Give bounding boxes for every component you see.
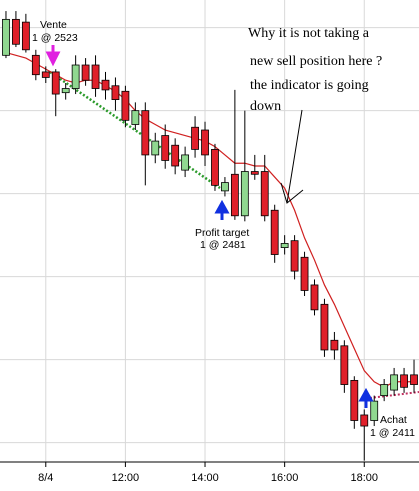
x-tick-label: 16:00 — [271, 472, 299, 484]
buy-arrow — [358, 387, 374, 408]
candle-body — [71, 64, 80, 89]
candle-body — [91, 64, 100, 89]
candle-body — [250, 171, 259, 175]
note-arrow — [280, 109, 304, 204]
candle-body — [151, 140, 160, 156]
target-arrow — [214, 199, 230, 220]
sell-arrow — [45, 45, 61, 67]
candle-body — [171, 144, 180, 167]
x-tick-label: 18:00 — [350, 472, 378, 484]
candle-body — [280, 243, 289, 248]
annotation-detail: 1 @ 2411 — [370, 427, 415, 439]
candle-body — [230, 173, 239, 217]
candle-body — [41, 71, 50, 78]
candle-body — [270, 209, 279, 255]
candle-body — [111, 85, 120, 100]
note-line: Why it is not taking a — [248, 26, 370, 41]
candle-body — [12, 18, 20, 45]
candle-body — [340, 345, 349, 385]
candle-body — [101, 79, 110, 91]
candle-body — [320, 303, 329, 351]
candle-body — [260, 171, 269, 217]
candle-body — [370, 400, 379, 421]
candle-body — [330, 339, 339, 351]
annotation-arrows — [45, 45, 374, 408]
candle-body — [290, 240, 299, 272]
candle-body — [161, 135, 170, 161]
candle-body — [51, 71, 60, 95]
x-tick-label: 12:00 — [112, 472, 140, 484]
candle-body — [360, 414, 369, 427]
candle-body — [211, 148, 219, 186]
candle-body — [61, 88, 70, 94]
annotation-detail: 1 @ 2481 — [200, 239, 246, 251]
note-line: down — [250, 99, 281, 114]
candle-body — [31, 54, 40, 76]
candle-body — [400, 374, 408, 388]
candle-body — [141, 110, 150, 156]
x-tick-label: 8/4 — [38, 472, 53, 484]
candle-body — [240, 171, 249, 217]
candle-body — [300, 256, 309, 291]
annotation-label: Achat — [380, 414, 407, 426]
note-line: the indicator is going — [250, 78, 369, 93]
candle-body — [21, 21, 30, 51]
candle-body — [390, 374, 399, 391]
candle-body — [380, 384, 389, 397]
candle-body — [2, 18, 10, 56]
candle-body — [181, 154, 190, 171]
candle-body — [201, 129, 209, 156]
candle-body — [350, 379, 359, 421]
candle-body — [81, 64, 90, 81]
annotation-label: Vente — [40, 19, 67, 31]
x-tick-label: 14:00 — [191, 472, 219, 484]
candle-body — [121, 90, 130, 121]
annotation-label: Profit target — [195, 227, 249, 239]
candle-body — [131, 110, 140, 125]
candle-body — [221, 182, 229, 192]
candle-body — [191, 126, 199, 150]
note-line: new sell position here ? — [250, 54, 382, 69]
annotation-detail: 1 @ 2523 — [32, 32, 78, 44]
candle-body — [310, 284, 319, 311]
candle-body — [410, 374, 418, 385]
